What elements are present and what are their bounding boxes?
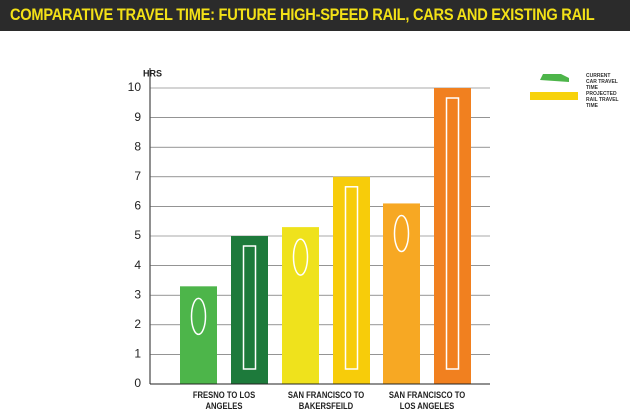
y-axis-label: HRS [143,68,162,78]
legend-label: PROJECTED RAIL TRAVEL TIME [586,91,619,109]
y-tick-label: 2 [134,317,141,331]
legend-icon [530,92,578,100]
y-tick-label: 10 [128,80,142,94]
bar [180,286,217,384]
bar [282,227,319,384]
header-band [0,0,630,31]
train-icon [445,97,460,370]
y-tick-label: 1 [134,347,141,361]
bar [434,88,471,384]
y-tick-label: 7 [134,169,141,183]
chart-title: COMPARATIVE TRAVEL TIME: FUTURE HIGH-SPE… [10,5,595,24]
legend-icon [540,74,569,82]
legend-label: CURRENT CAR TRAVEL TIME [586,73,618,91]
car-icon [190,297,207,336]
train-icon [344,186,359,370]
y-tick-label: 4 [134,258,141,272]
y-tick-label: 3 [134,287,141,301]
y-tick-label: 6 [134,199,141,213]
car-icon [292,238,309,276]
x-tick-label: FRESNO TO LOS ANGELES [192,390,256,411]
train-icon [242,245,257,370]
bar [333,176,370,384]
car-icon [393,214,410,253]
x-tick-label: SAN FRANCISCO TO LOS ANGELES [388,390,466,411]
x-tick-label: SAN FRANCISCO TO BAKERSFEILD [287,390,365,411]
y-tick-label: 0 [134,376,141,390]
bar [231,236,268,384]
y-tick-label: 9 [134,110,141,124]
y-tick-label: 8 [134,139,141,153]
y-tick-label: 5 [134,228,141,242]
bar [383,203,420,384]
